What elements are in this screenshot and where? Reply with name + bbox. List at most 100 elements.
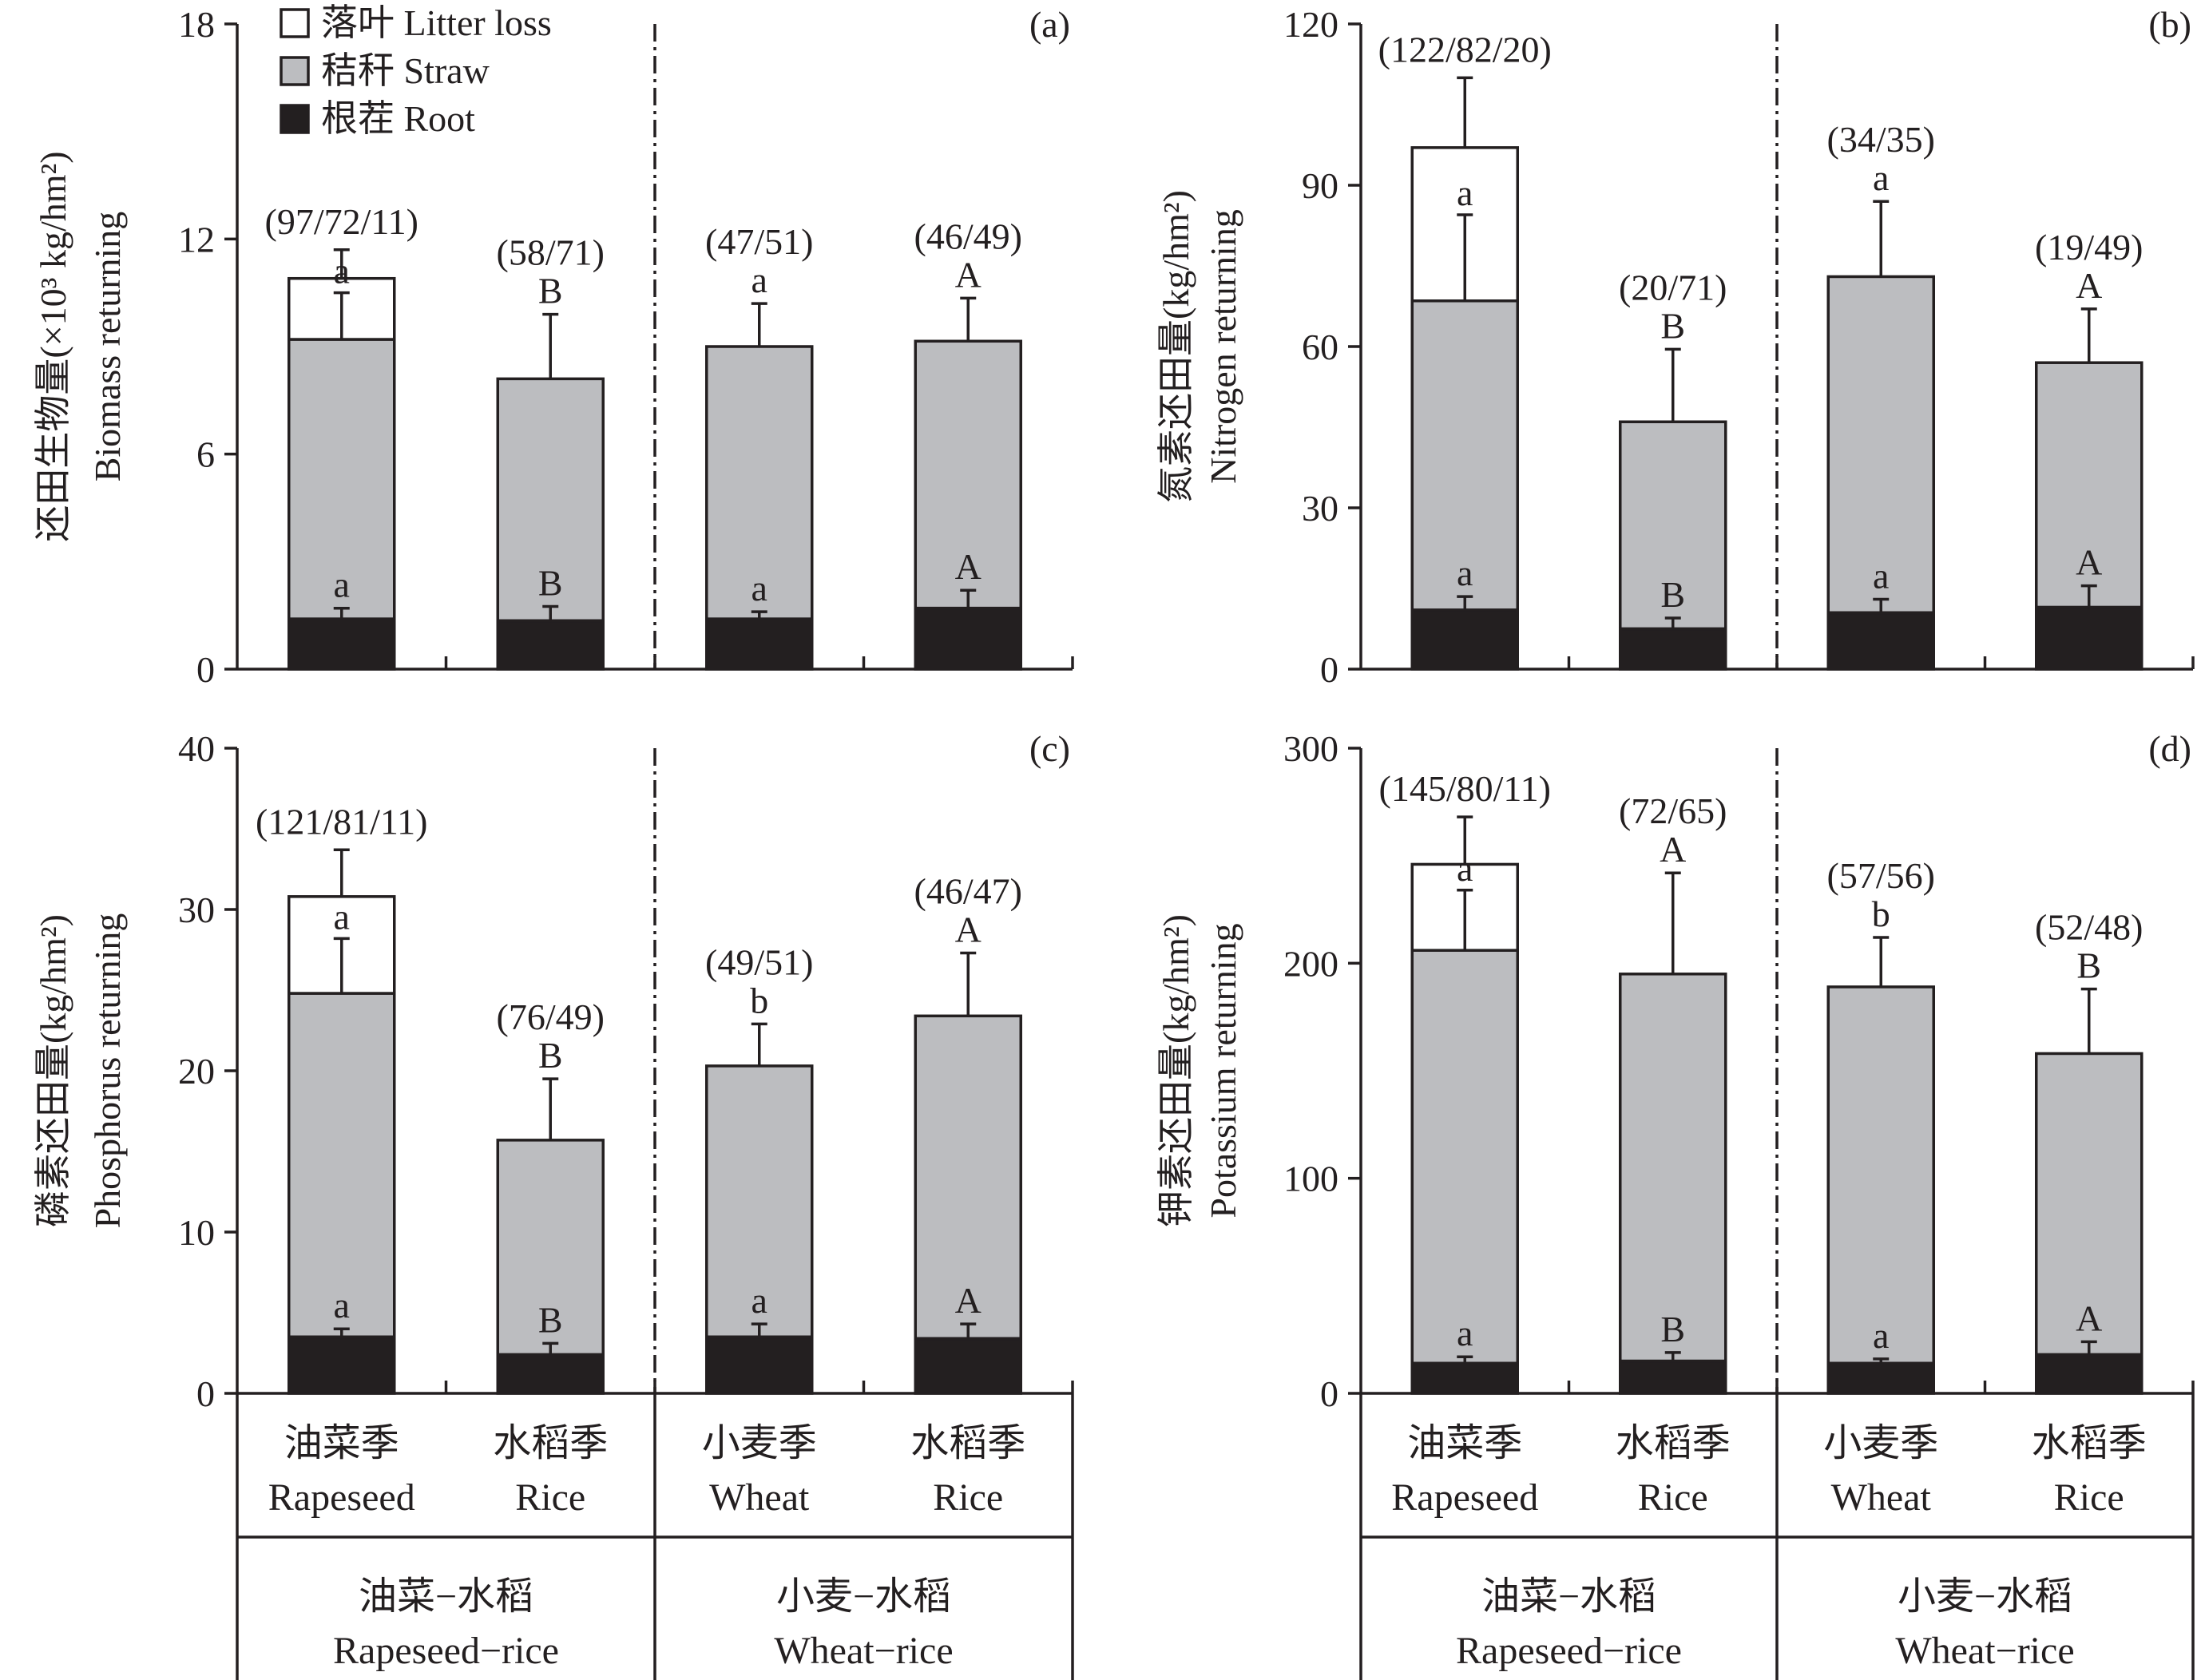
bar-straw — [1410, 949, 1519, 1365]
legend: 落叶 Litter loss 秸秆 Straw 根茬 Root — [280, 2, 552, 139]
panel-label: (a) — [1029, 4, 1070, 45]
root-letter: A — [955, 1280, 982, 1321]
ratio-label: (52/48) — [2035, 907, 2143, 948]
y-tick-label: 120 — [1283, 4, 1338, 45]
y-tick-label: 30 — [178, 890, 215, 930]
category-label-zh: 油菜季 — [1407, 1422, 1522, 1464]
group-label-en: Wheat−rice — [1895, 1630, 2074, 1672]
total-letter: B — [538, 1035, 563, 1076]
bar-straw — [1619, 973, 1727, 1363]
y-tick-label: 10 — [178, 1212, 215, 1253]
root-letter: B — [1660, 1309, 1685, 1349]
total-letter: B — [538, 271, 563, 311]
root-letter: B — [1660, 574, 1685, 615]
group-label-en: Rapeseed−rice — [333, 1630, 559, 1672]
y-tick-label: 0 — [196, 649, 215, 690]
y-tick-label: 18 — [178, 4, 215, 45]
y-axis-title-zh: 钾素还田量(kg/hm²) — [1156, 914, 1196, 1227]
root-letter: a — [1873, 555, 1889, 596]
total-letter: b — [750, 980, 768, 1020]
legend-swatch-litter — [280, 8, 310, 38]
bar-straw — [288, 992, 396, 1339]
bar-root — [1410, 1361, 1519, 1395]
ratio-label: (49/51) — [705, 941, 813, 982]
y-tick-label: 60 — [1302, 327, 1338, 367]
bar-straw — [1619, 420, 1727, 631]
bar-root — [1826, 1361, 1935, 1395]
root-letter: B — [538, 562, 563, 603]
ratio-label: (72/65) — [1619, 790, 1727, 831]
category-label-en: Rice — [1638, 1476, 1708, 1519]
group-label-zh: 油菜−水稻 — [1481, 1575, 1656, 1618]
bar-root — [1410, 608, 1519, 671]
group-label-en: Wheat−rice — [774, 1630, 953, 1672]
panel-label: (b) — [2148, 4, 2191, 45]
category-label-zh: 水稻季 — [493, 1422, 608, 1464]
category-label-zh: 小麦季 — [702, 1422, 817, 1464]
panel-c: 0 10 20 30 40 (c) 磷素还田量(kg/hm²) Phosphorus retu… — [33, 728, 1074, 1680]
total-letter: A — [1660, 829, 1686, 870]
category-label-zh: 水稻季 — [2032, 1422, 2147, 1464]
panel-b: 0 30 60 90 120 (b) 氮素还田量(kg/hm²) Nitrogen retur… — [1156, 4, 2195, 690]
group-label-zh: 小麦−水稻 — [776, 1575, 951, 1618]
ratio-label: (122/82/20) — [1378, 29, 1552, 69]
ratio-label: (97/72/11) — [265, 201, 419, 242]
legend-label-root: 根茬 Root — [321, 98, 475, 139]
y-tick-label: 20 — [178, 1051, 215, 1092]
panel-label: (c) — [1029, 728, 1070, 769]
straw-letter: a — [1457, 172, 1473, 213]
root-letter: a — [752, 1280, 767, 1321]
ratio-label: (34/35) — [1827, 119, 1935, 160]
bar-straw — [496, 377, 605, 623]
y-tick-label: 90 — [1302, 165, 1338, 206]
bar-root — [914, 1337, 1022, 1395]
panel-d: 0 100 200 300 (d) 钾素还田量(kg/hm²) Potassium retu… — [1156, 728, 2195, 1680]
bar-root — [705, 1335, 814, 1395]
root-letter: a — [1457, 1313, 1473, 1353]
straw-letter: a — [334, 251, 350, 291]
total-letter: A — [955, 909, 982, 950]
category-label-en: Rice — [515, 1476, 585, 1519]
ratio-label: (57/56) — [1827, 855, 1935, 896]
root-letter: a — [334, 565, 350, 605]
y-axis-title-en: Nitrogen returning — [1203, 209, 1243, 484]
bar-root — [2035, 1353, 2143, 1395]
root-letter: A — [2076, 1298, 2102, 1338]
y-axis-title-zh: 氮素还田量(kg/hm²) — [1156, 190, 1196, 503]
y-tick-label: 0 — [1320, 649, 1338, 690]
category-label-en: Rice — [933, 1476, 1003, 1519]
ratio-label: (20/71) — [1619, 267, 1727, 307]
total-letter: A — [955, 254, 982, 295]
ratio-label: (19/49) — [2035, 227, 2143, 267]
root-letter: a — [334, 1285, 350, 1325]
y-axis-title-en: Phosphorus returning — [87, 913, 128, 1229]
y-axis-title-en: Biomass returning — [87, 212, 128, 482]
legend-label-straw: 秸秆 Straw — [321, 50, 490, 91]
straw-letter: a — [1457, 848, 1473, 889]
bar-straw — [496, 1139, 605, 1357]
group-label-zh: 油菜−水稻 — [359, 1575, 533, 1618]
category-label-en: Wheat — [1831, 1476, 1932, 1519]
bar-straw — [2035, 361, 2143, 609]
bar-root — [705, 617, 814, 671]
root-letter: a — [1457, 553, 1473, 593]
y-tick-label: 100 — [1283, 1159, 1338, 1199]
ratio-label: (121/81/11) — [256, 801, 428, 842]
y-tick-label: 200 — [1283, 943, 1338, 984]
legend-swatch-root — [280, 104, 310, 134]
category-label-en: Rapeseed — [1391, 1476, 1538, 1519]
ratio-label: (46/49) — [914, 216, 1022, 256]
y-tick-label: 0 — [196, 1373, 215, 1414]
group-label-en: Rapeseed−rice — [1456, 1630, 1682, 1672]
bar-root — [496, 619, 605, 671]
category-label-en: Rapeseed — [268, 1476, 415, 1519]
category-label-zh: 水稻季 — [910, 1422, 1025, 1464]
y-tick-label: 40 — [178, 728, 215, 769]
ratio-label: (58/71) — [497, 232, 605, 273]
group-label-zh: 小麦−水稻 — [1898, 1575, 2072, 1618]
total-letter: B — [1660, 305, 1685, 346]
category-label-en: Wheat — [709, 1476, 810, 1519]
bar-straw — [288, 338, 396, 620]
panel-label: (d) — [2148, 728, 2191, 769]
